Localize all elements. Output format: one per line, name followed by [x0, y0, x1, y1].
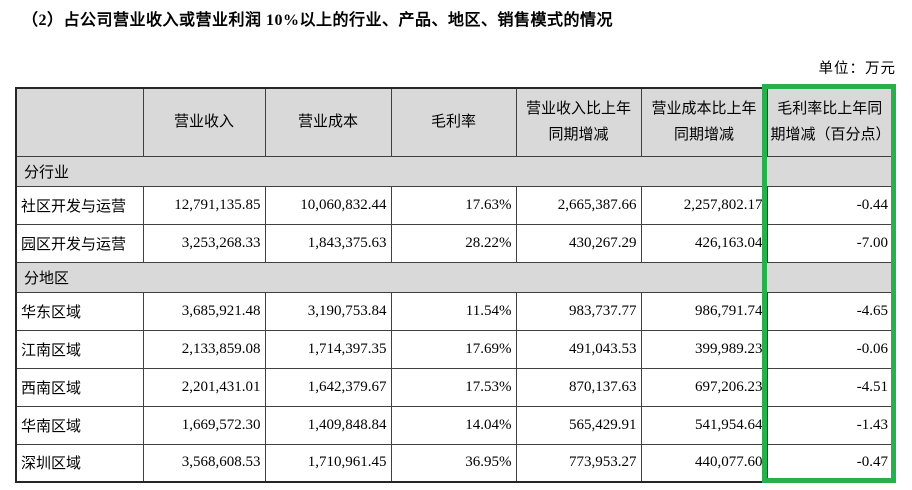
margin-yoy-cell: -7.00 [766, 223, 894, 263]
table-row-southwest: 西南区域 2,201,431.01 1,642,379.67 17.53% 87… [15, 367, 894, 407]
row-label: 深圳区域 [15, 443, 144, 483]
row-label: 华东区域 [15, 291, 144, 331]
row-label: 西南区域 [15, 367, 144, 407]
margin-yoy-cell: -4.51 [766, 367, 894, 407]
margin-yoy-cell: -0.47 [766, 443, 894, 483]
margin-yoy-cell: -4.65 [766, 291, 894, 331]
revenue-yoy-cell: 491,043.53 [515, 329, 642, 369]
column-header-cost: 营业成本 [264, 87, 392, 157]
revenue-cell: 2,201,431.01 [142, 367, 266, 407]
table-row-shenzhen: 深圳区域 3,568,608.53 1,710,961.45 36.95% 77… [15, 443, 894, 483]
cost-yoy-cell: 399,989.23 [640, 329, 768, 369]
cost-cell: 1,843,375.63 [264, 223, 392, 263]
table-row-east-china: 华东区域 3,685,921.48 3,190,753.84 11.54% 98… [15, 291, 894, 331]
margin-cell: 36.95% [390, 443, 517, 483]
cost-cell: 1,710,961.45 [264, 443, 392, 483]
revenue-yoy-cell: 870,137.63 [515, 367, 642, 407]
cost-yoy-cell: 426,163.04 [640, 223, 768, 263]
cost-cell: 10,060,832.44 [264, 185, 392, 225]
revenue-cell: 1,669,572.30 [142, 405, 266, 445]
revenue-cell: 3,253,268.33 [142, 223, 266, 263]
row-label: 江南区域 [15, 329, 144, 369]
financial-table: 营业收入 营业成本 毛利率 营业收入比上年同期增减 营业成本比上年同期增减 毛利… [15, 87, 894, 483]
section-row-region: 分地区 [15, 261, 894, 293]
cost-cell: 1,714,397.35 [264, 329, 392, 369]
revenue-yoy-cell: 2,665,387.66 [515, 185, 642, 225]
margin-cell: 17.53% [390, 367, 517, 407]
table-row-jiangnan: 江南区域 2,133,859.08 1,714,397.35 17.69% 49… [15, 329, 894, 369]
revenue-yoy-cell: 773,953.27 [515, 443, 642, 483]
revenue-yoy-cell: 565,429.91 [515, 405, 642, 445]
cost-cell: 1,642,379.67 [264, 367, 392, 407]
margin-yoy-cell: -0.44 [766, 185, 894, 225]
cost-cell: 3,190,753.84 [264, 291, 392, 331]
column-header-cost-yoy: 营业成本比上年同期增减 [640, 87, 768, 157]
margin-cell: 11.54% [390, 291, 517, 331]
revenue-yoy-cell: 983,737.77 [515, 291, 642, 331]
revenue-cell: 2,133,859.08 [142, 329, 266, 369]
revenue-cell: 12,791,135.85 [142, 185, 266, 225]
column-header-margin: 毛利率 [390, 87, 517, 157]
margin-yoy-cell: -1.43 [766, 405, 894, 445]
revenue-yoy-cell: 430,267.29 [515, 223, 642, 263]
row-label: 社区开发与运营 [15, 185, 144, 225]
cost-yoy-cell: 2,257,802.17 [640, 185, 768, 225]
column-header-blank [15, 87, 144, 157]
cost-yoy-cell: 697,206.23 [640, 367, 768, 407]
section-row-industry: 分行业 [15, 155, 894, 187]
margin-yoy-cell: -0.06 [766, 329, 894, 369]
cost-yoy-cell: 541,954.64 [640, 405, 768, 445]
row-label: 华南区域 [15, 405, 144, 445]
table-row-park: 园区开发与运营 3,253,268.33 1,843,375.63 28.22%… [15, 223, 894, 263]
unit-label: 单位：万元 [818, 61, 896, 77]
margin-cell: 17.63% [390, 185, 517, 225]
section-title: （2）占公司营业收入或营业利润 10%以上的行业、产品、地区、销售模式的情况 [22, 12, 614, 29]
cost-cell: 1,409,848.84 [264, 405, 392, 445]
table-row-south-china: 华南区域 1,669,572.30 1,409,848.84 14.04% 56… [15, 405, 894, 445]
revenue-cell: 3,568,608.53 [142, 443, 266, 483]
header-row: 营业收入 营业成本 毛利率 营业收入比上年同期增减 营业成本比上年同期增减 毛利… [15, 87, 894, 157]
row-label: 园区开发与运营 [15, 223, 144, 263]
margin-cell: 28.22% [390, 223, 517, 263]
cost-yoy-cell: 986,791.74 [640, 291, 768, 331]
revenue-cell: 3,685,921.48 [142, 291, 266, 331]
margin-cell: 14.04% [390, 405, 517, 445]
cost-yoy-cell: 440,077.60 [640, 443, 768, 483]
table-row-community: 社区开发与运营 12,791,135.85 10,060,832.44 17.6… [15, 185, 894, 225]
column-header-revenue: 营业收入 [142, 87, 266, 157]
column-header-revenue-yoy: 营业收入比上年同期增减 [515, 87, 642, 157]
section-label: 分地区 [15, 261, 894, 293]
section-label: 分行业 [15, 155, 894, 187]
margin-cell: 17.69% [390, 329, 517, 369]
column-header-margin-yoy: 毛利率比上年同期增减（百分点） [766, 87, 894, 157]
